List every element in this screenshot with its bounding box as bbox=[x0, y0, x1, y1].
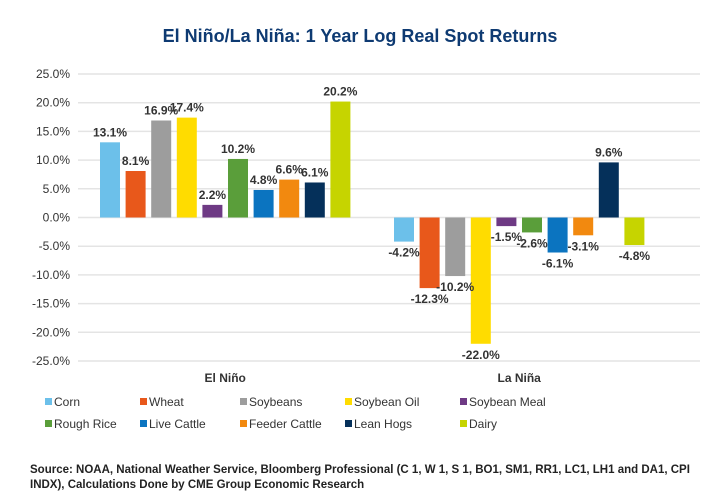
bar-live-cattle bbox=[253, 189, 274, 218]
legend-label: Live Cattle bbox=[149, 417, 206, 431]
data-label: -3.1% bbox=[568, 239, 600, 253]
y-tick-label: 20.0% bbox=[36, 96, 70, 110]
legend-label: Soybeans bbox=[249, 395, 302, 409]
bar-live-cattle bbox=[547, 217, 568, 253]
legend-label: Rough Rice bbox=[54, 417, 117, 431]
legend-swatch bbox=[345, 398, 352, 405]
data-label: 4.8% bbox=[250, 173, 278, 187]
legend-swatch bbox=[240, 420, 247, 427]
bar-soybean-oil bbox=[176, 117, 197, 218]
legend-label: Lean Hogs bbox=[354, 417, 412, 431]
source-note: Source: NOAA, National Weather Service, … bbox=[30, 464, 690, 491]
legend-swatch bbox=[45, 420, 52, 427]
legend-label: Soybean Oil bbox=[354, 395, 419, 409]
legend-swatch bbox=[240, 398, 247, 405]
y-tick-label: 0.0% bbox=[43, 211, 71, 225]
bar-corn bbox=[394, 217, 414, 242]
y-tick-label: 15.0% bbox=[36, 124, 70, 138]
bar-chart: El Niño/La Niña: 1 Year Log Real Spot Re… bbox=[32, 26, 700, 431]
legend-label: Wheat bbox=[149, 395, 184, 409]
data-label: 16.9% bbox=[144, 103, 178, 117]
y-tick-label: -15.0% bbox=[32, 297, 70, 311]
y-tick-label: 5.0% bbox=[43, 182, 71, 196]
legend-swatch bbox=[140, 420, 147, 427]
bar-corn bbox=[100, 142, 120, 218]
legend-label: Dairy bbox=[469, 417, 497, 431]
bar-soybeans bbox=[151, 120, 172, 218]
chart-title: El Niño/La Niña: 1 Year Log Real Spot Re… bbox=[163, 26, 558, 46]
data-label: 2.2% bbox=[199, 188, 227, 202]
data-label: 10.2% bbox=[221, 142, 255, 156]
bar-soybeans bbox=[445, 217, 466, 277]
bar-rough-rice bbox=[228, 158, 248, 218]
bar-lean-hogs bbox=[304, 182, 325, 218]
data-label: 6.1% bbox=[301, 165, 329, 179]
bar-lean-hogs bbox=[598, 162, 619, 218]
data-label: -12.3% bbox=[411, 292, 449, 306]
bar-rough-rice bbox=[522, 217, 542, 233]
bar-soybean-oil bbox=[470, 217, 491, 344]
legend-swatch bbox=[460, 398, 467, 405]
data-label: -4.2% bbox=[388, 246, 420, 260]
data-label: -1.5% bbox=[491, 230, 523, 244]
bar-soybean-meal bbox=[202, 204, 223, 218]
legend-swatch bbox=[460, 420, 467, 427]
data-label: -22.0% bbox=[462, 348, 500, 362]
x-category-label: El Niño bbox=[205, 371, 246, 385]
data-label: -6.1% bbox=[542, 257, 574, 271]
bar-dairy bbox=[624, 217, 645, 246]
bar-feeder-cattle bbox=[279, 179, 300, 218]
bar-feeder-cattle bbox=[573, 217, 594, 236]
y-tick-label: 10.0% bbox=[36, 153, 70, 167]
bar-soybean-meal bbox=[496, 217, 517, 227]
bar-wheat bbox=[125, 171, 146, 218]
data-label: -10.2% bbox=[436, 280, 474, 294]
data-label: 17.4% bbox=[170, 101, 204, 115]
legend-label: Soybean Meal bbox=[469, 395, 546, 409]
legend-label: Corn bbox=[54, 395, 80, 409]
y-tick-label: 25.0% bbox=[36, 67, 70, 81]
data-label: -2.6% bbox=[516, 236, 548, 250]
data-label: 8.1% bbox=[122, 154, 150, 168]
y-tick-label: -20.0% bbox=[32, 325, 70, 339]
legend-swatch bbox=[140, 398, 147, 405]
y-tick-label: -5.0% bbox=[39, 239, 71, 253]
legend-label: Feeder Cattle bbox=[249, 417, 322, 431]
data-label: 9.6% bbox=[595, 145, 623, 159]
y-tick-label: -25.0% bbox=[32, 354, 70, 368]
bar-dairy bbox=[330, 101, 351, 218]
data-label: -4.8% bbox=[619, 249, 651, 263]
data-label: 20.2% bbox=[323, 85, 357, 99]
x-category-label: La Niña bbox=[498, 371, 542, 385]
data-label: 6.6% bbox=[276, 163, 304, 177]
bar-wheat bbox=[419, 217, 440, 289]
data-label: 13.1% bbox=[93, 125, 127, 139]
y-tick-label: -10.0% bbox=[32, 268, 70, 282]
legend-swatch bbox=[45, 398, 52, 405]
legend-swatch bbox=[345, 420, 352, 427]
